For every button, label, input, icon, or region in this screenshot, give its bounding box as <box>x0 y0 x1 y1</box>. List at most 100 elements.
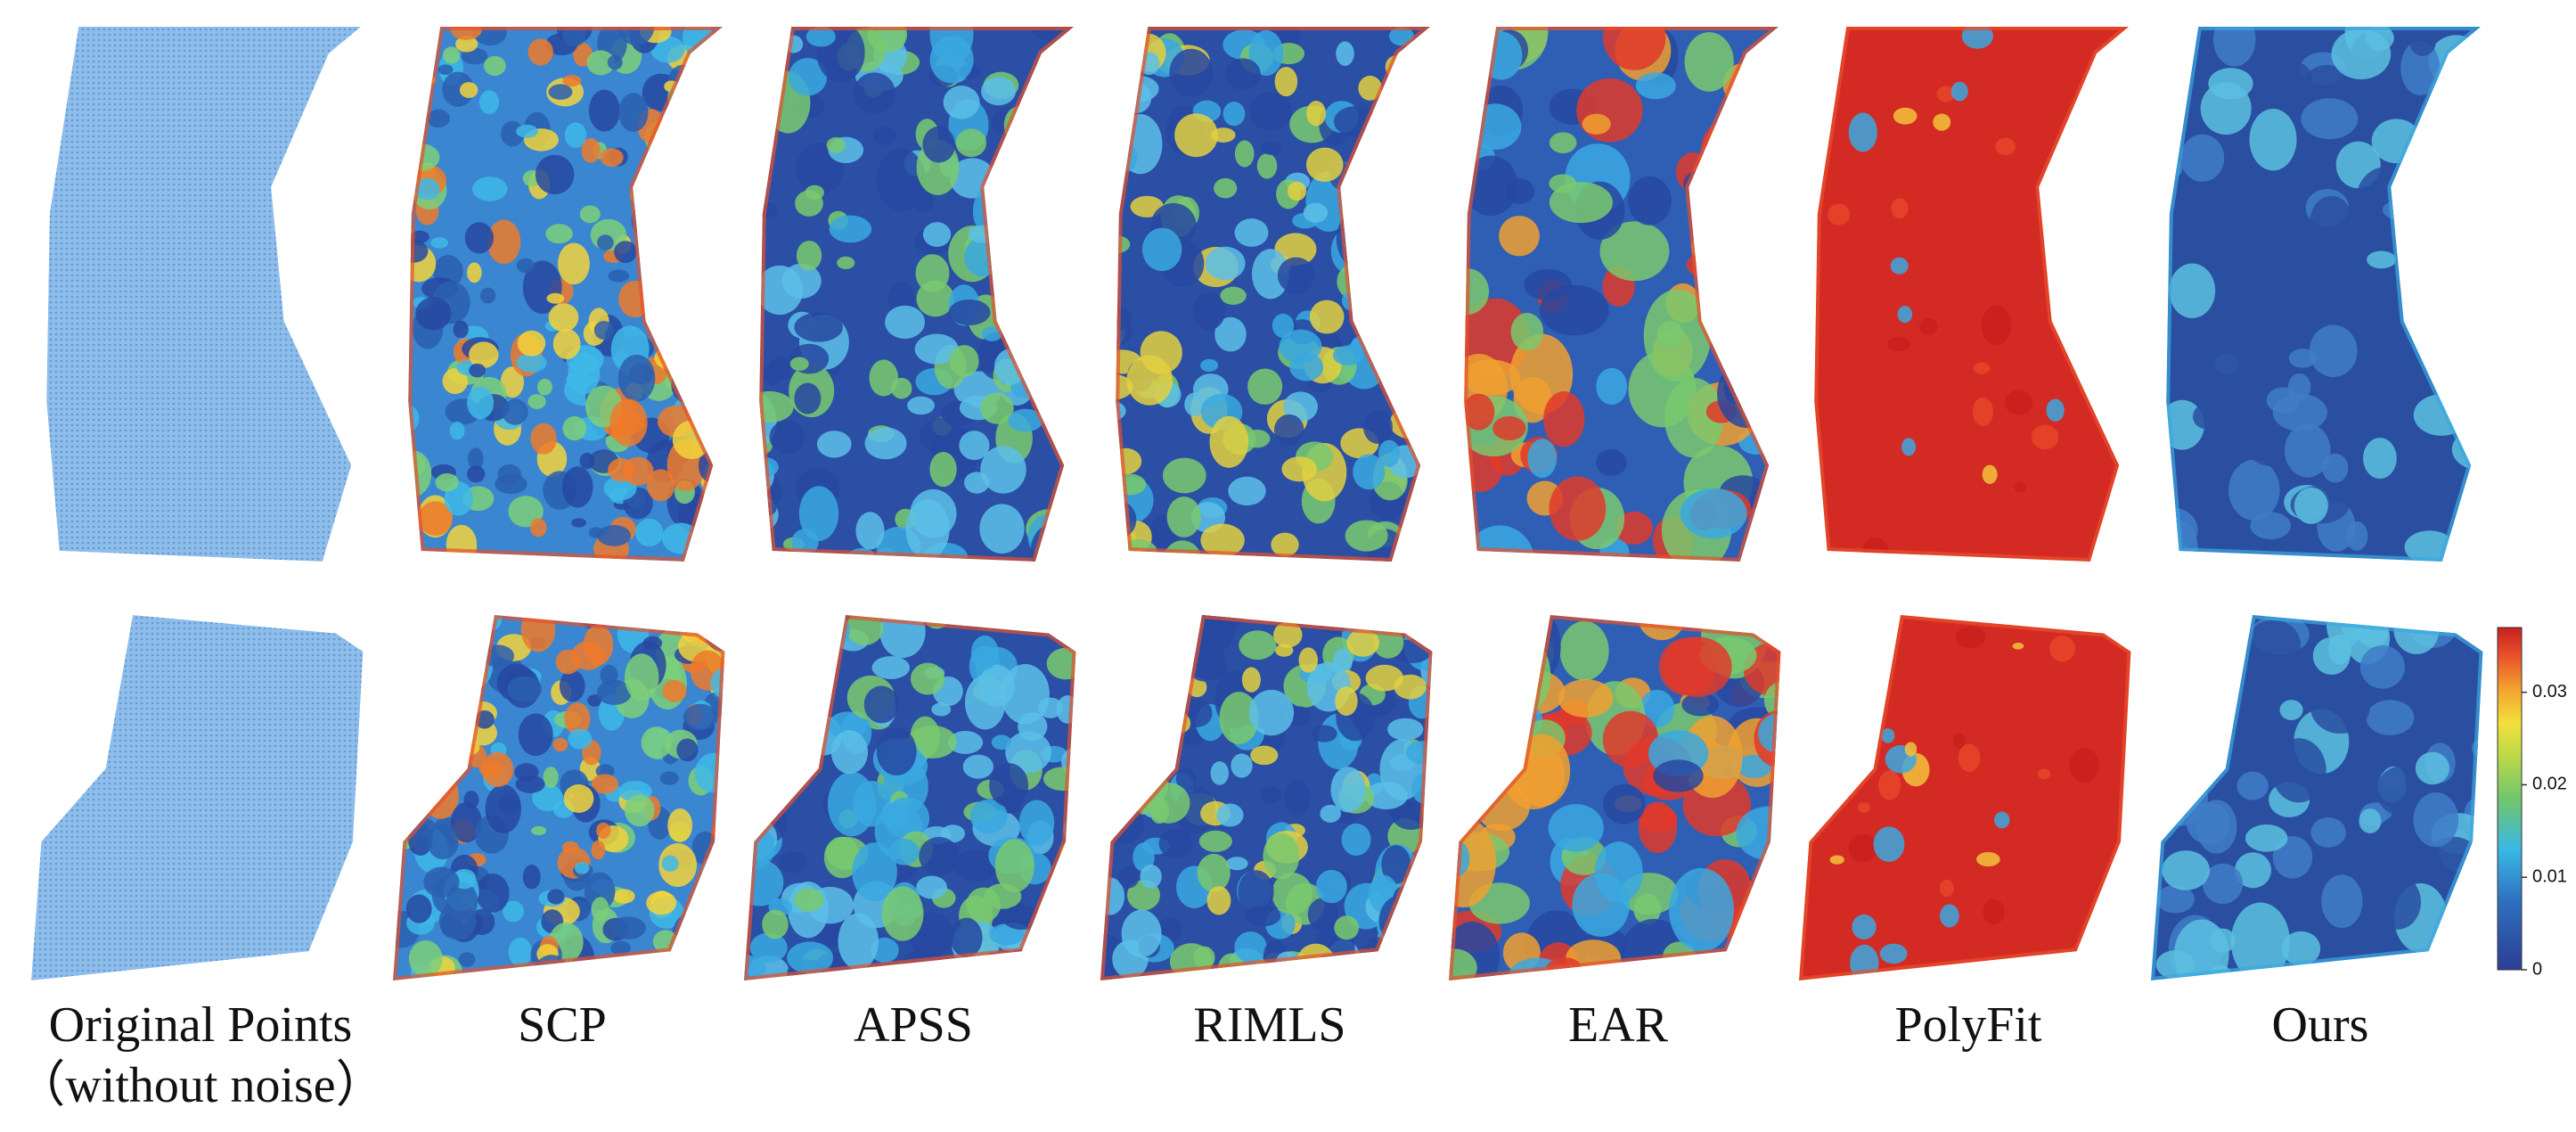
error-blob <box>855 512 885 550</box>
error-blob <box>584 872 616 911</box>
error-blob <box>794 312 843 342</box>
error-blob <box>2399 204 2451 258</box>
error-blob <box>787 941 834 974</box>
error-blob <box>2283 62 2313 100</box>
error-blob <box>1602 783 1646 824</box>
colorbar <box>2497 627 2523 971</box>
error-blob <box>1027 366 1047 379</box>
error-blob <box>2345 521 2368 551</box>
error-blob <box>881 886 924 941</box>
error-blob <box>1149 797 1170 824</box>
error-blob <box>503 900 524 923</box>
error-blob <box>2310 195 2353 250</box>
colorbar-tick-label: 0.02 <box>2532 775 2567 794</box>
error-blob <box>907 725 957 759</box>
error-blob <box>530 422 557 455</box>
error-blob <box>1307 898 1339 931</box>
error-blob <box>614 241 637 264</box>
error-blob <box>779 851 807 874</box>
error-blob <box>1492 415 1526 441</box>
error-blob <box>597 234 614 251</box>
error-blob <box>646 469 675 502</box>
error-blob <box>949 345 979 377</box>
error-blob <box>531 825 547 836</box>
error-blob <box>1336 41 1354 66</box>
error-blob <box>2230 902 2290 980</box>
error-blob <box>1008 408 1043 432</box>
model-surface <box>1799 615 2131 980</box>
error-blob <box>708 926 725 953</box>
error-blob <box>1664 377 1724 458</box>
error-blob <box>442 368 469 395</box>
error-blob <box>568 352 601 395</box>
error-blob <box>1861 537 1890 562</box>
error-blob <box>1919 317 1938 335</box>
error-blob <box>410 230 429 243</box>
rendered-model <box>2151 615 2483 980</box>
error-blob <box>1303 202 1329 223</box>
error-blob <box>2196 800 2237 854</box>
error-blob <box>1602 27 1666 70</box>
error-blob <box>1814 466 1815 475</box>
error-blob <box>527 38 553 66</box>
error-blob <box>562 416 587 441</box>
error-blob <box>2211 347 2264 393</box>
error-blob <box>1771 807 1781 839</box>
error-blob <box>994 839 1034 893</box>
error-blob <box>1386 933 1421 978</box>
error-blob <box>1752 81 1779 126</box>
error-blob <box>1039 207 1074 268</box>
error-blob <box>591 774 619 794</box>
error-blob <box>1643 289 1712 381</box>
error-blob <box>822 615 844 637</box>
error-blob <box>693 899 724 939</box>
error-blob <box>1549 182 1613 224</box>
error-blob <box>1046 276 1074 316</box>
error-blob <box>864 427 907 460</box>
error-blob <box>948 299 991 325</box>
error-blob <box>1284 780 1311 816</box>
error-blob <box>646 890 677 915</box>
error-blob <box>1982 305 2012 346</box>
error-blob <box>853 72 895 114</box>
error-blob <box>596 822 611 839</box>
error-blob <box>1353 454 1386 490</box>
error-blob <box>672 912 710 961</box>
error-blob <box>912 192 935 212</box>
error-blob <box>627 363 654 384</box>
error-blob <box>1010 242 1033 270</box>
error-blob <box>823 836 861 879</box>
error-blob <box>838 913 879 970</box>
error-blob <box>1116 234 1131 254</box>
error-blob <box>888 838 920 865</box>
error-blob <box>661 855 679 872</box>
error-blob <box>876 148 926 212</box>
error-blob <box>1151 655 1191 696</box>
error-blob <box>816 431 852 458</box>
error-blob <box>1479 31 1523 80</box>
error-blob <box>478 90 500 115</box>
error-blob <box>685 132 719 177</box>
error-blob <box>579 452 595 470</box>
error-blob <box>970 635 999 670</box>
error-blob <box>1405 741 1433 765</box>
error-blob <box>393 818 409 836</box>
error-blob <box>1994 811 2010 829</box>
error-blob <box>713 897 725 914</box>
error-blob <box>1391 946 1418 980</box>
error-blob <box>749 932 788 964</box>
error-blob <box>968 225 997 243</box>
error-blob <box>2403 442 2457 476</box>
error-blob <box>806 27 836 47</box>
error-blob <box>1890 257 1909 275</box>
error-blob <box>2245 619 2301 669</box>
error-blob <box>2413 792 2459 848</box>
error-blob <box>459 82 478 98</box>
error-blob <box>980 446 1026 494</box>
error-blob <box>1638 801 1678 854</box>
error-blob <box>408 939 443 978</box>
error-blob <box>1210 761 1230 785</box>
error-blob <box>1225 58 1261 90</box>
error-blob <box>1680 488 1747 539</box>
